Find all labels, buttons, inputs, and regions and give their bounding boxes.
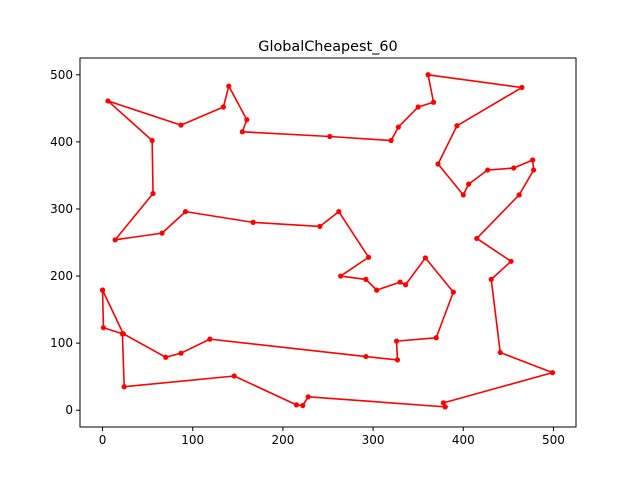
chart-title: GlobalCheapest_60	[258, 39, 397, 55]
route-point	[460, 192, 466, 198]
route-point	[395, 124, 401, 130]
route-point	[105, 98, 111, 104]
route-point	[402, 282, 409, 288]
y-tick-label: 200	[50, 269, 73, 283]
route-point	[442, 404, 448, 410]
route-point	[317, 223, 323, 229]
route-point	[119, 331, 125, 337]
route-point	[450, 289, 456, 295]
route-point	[474, 235, 480, 242]
x-tick-label: 100	[181, 433, 204, 447]
route-point	[466, 181, 472, 187]
route-point	[365, 254, 372, 260]
route-point	[516, 192, 522, 198]
route-point	[508, 258, 514, 264]
route-point	[163, 354, 169, 360]
route-point	[531, 167, 537, 173]
y-tick-label: 400	[50, 135, 73, 149]
route-point	[112, 237, 118, 243]
route-point	[220, 104, 226, 110]
axes: 0 100 200 300 400 500 0 100 200 300 400 500	[50, 57, 577, 447]
route-point	[530, 157, 536, 163]
y-tick-label: 300	[50, 202, 73, 216]
plot-area	[99, 72, 556, 410]
route-point	[178, 122, 184, 128]
x-tick-label: 400	[452, 433, 475, 447]
route-point	[244, 117, 250, 123]
route-point	[178, 350, 184, 356]
route-point	[250, 219, 256, 225]
route-point	[433, 335, 439, 341]
route-point	[374, 287, 380, 293]
route-line	[101, 73, 554, 408]
route-point	[100, 325, 107, 331]
route-point	[485, 167, 491, 173]
route-point	[182, 209, 189, 215]
route-point	[425, 72, 431, 78]
route-point	[363, 353, 369, 360]
route-point	[207, 336, 213, 342]
route-point	[363, 276, 369, 282]
route-point	[440, 400, 447, 406]
route-point	[511, 165, 517, 171]
route-point	[121, 384, 127, 390]
route-point	[231, 373, 237, 379]
route-point	[226, 83, 232, 89]
route-point	[430, 99, 437, 105]
route-point	[300, 402, 306, 409]
y-tick-label: 0	[65, 403, 73, 417]
route-point	[519, 84, 525, 91]
route-point	[422, 255, 428, 261]
route-point	[397, 279, 403, 285]
route-point	[150, 190, 156, 197]
y-tick-label: 500	[50, 68, 73, 82]
x-tick-label: 300	[362, 433, 385, 447]
route-point	[415, 104, 421, 110]
route-point	[99, 287, 106, 293]
x-tick-label: 500	[542, 433, 565, 447]
route-point	[149, 137, 155, 144]
route-point	[393, 338, 400, 344]
axes-frame	[79, 57, 577, 428]
route-point	[239, 129, 245, 135]
route-point	[159, 230, 165, 236]
route-point	[497, 349, 503, 356]
route-point	[338, 273, 344, 279]
route-point	[394, 357, 401, 363]
x-tick-label: 0	[99, 433, 107, 447]
route-point	[488, 276, 494, 282]
route-point	[388, 137, 394, 144]
y-tick-label: 100	[50, 336, 73, 350]
route-point	[305, 394, 311, 400]
route-point	[549, 370, 556, 376]
route-point	[327, 133, 333, 140]
route-point	[435, 161, 441, 167]
route-point	[454, 123, 460, 129]
x-tick-label: 200	[271, 433, 294, 447]
route-point	[336, 209, 342, 215]
route-point	[293, 402, 300, 408]
